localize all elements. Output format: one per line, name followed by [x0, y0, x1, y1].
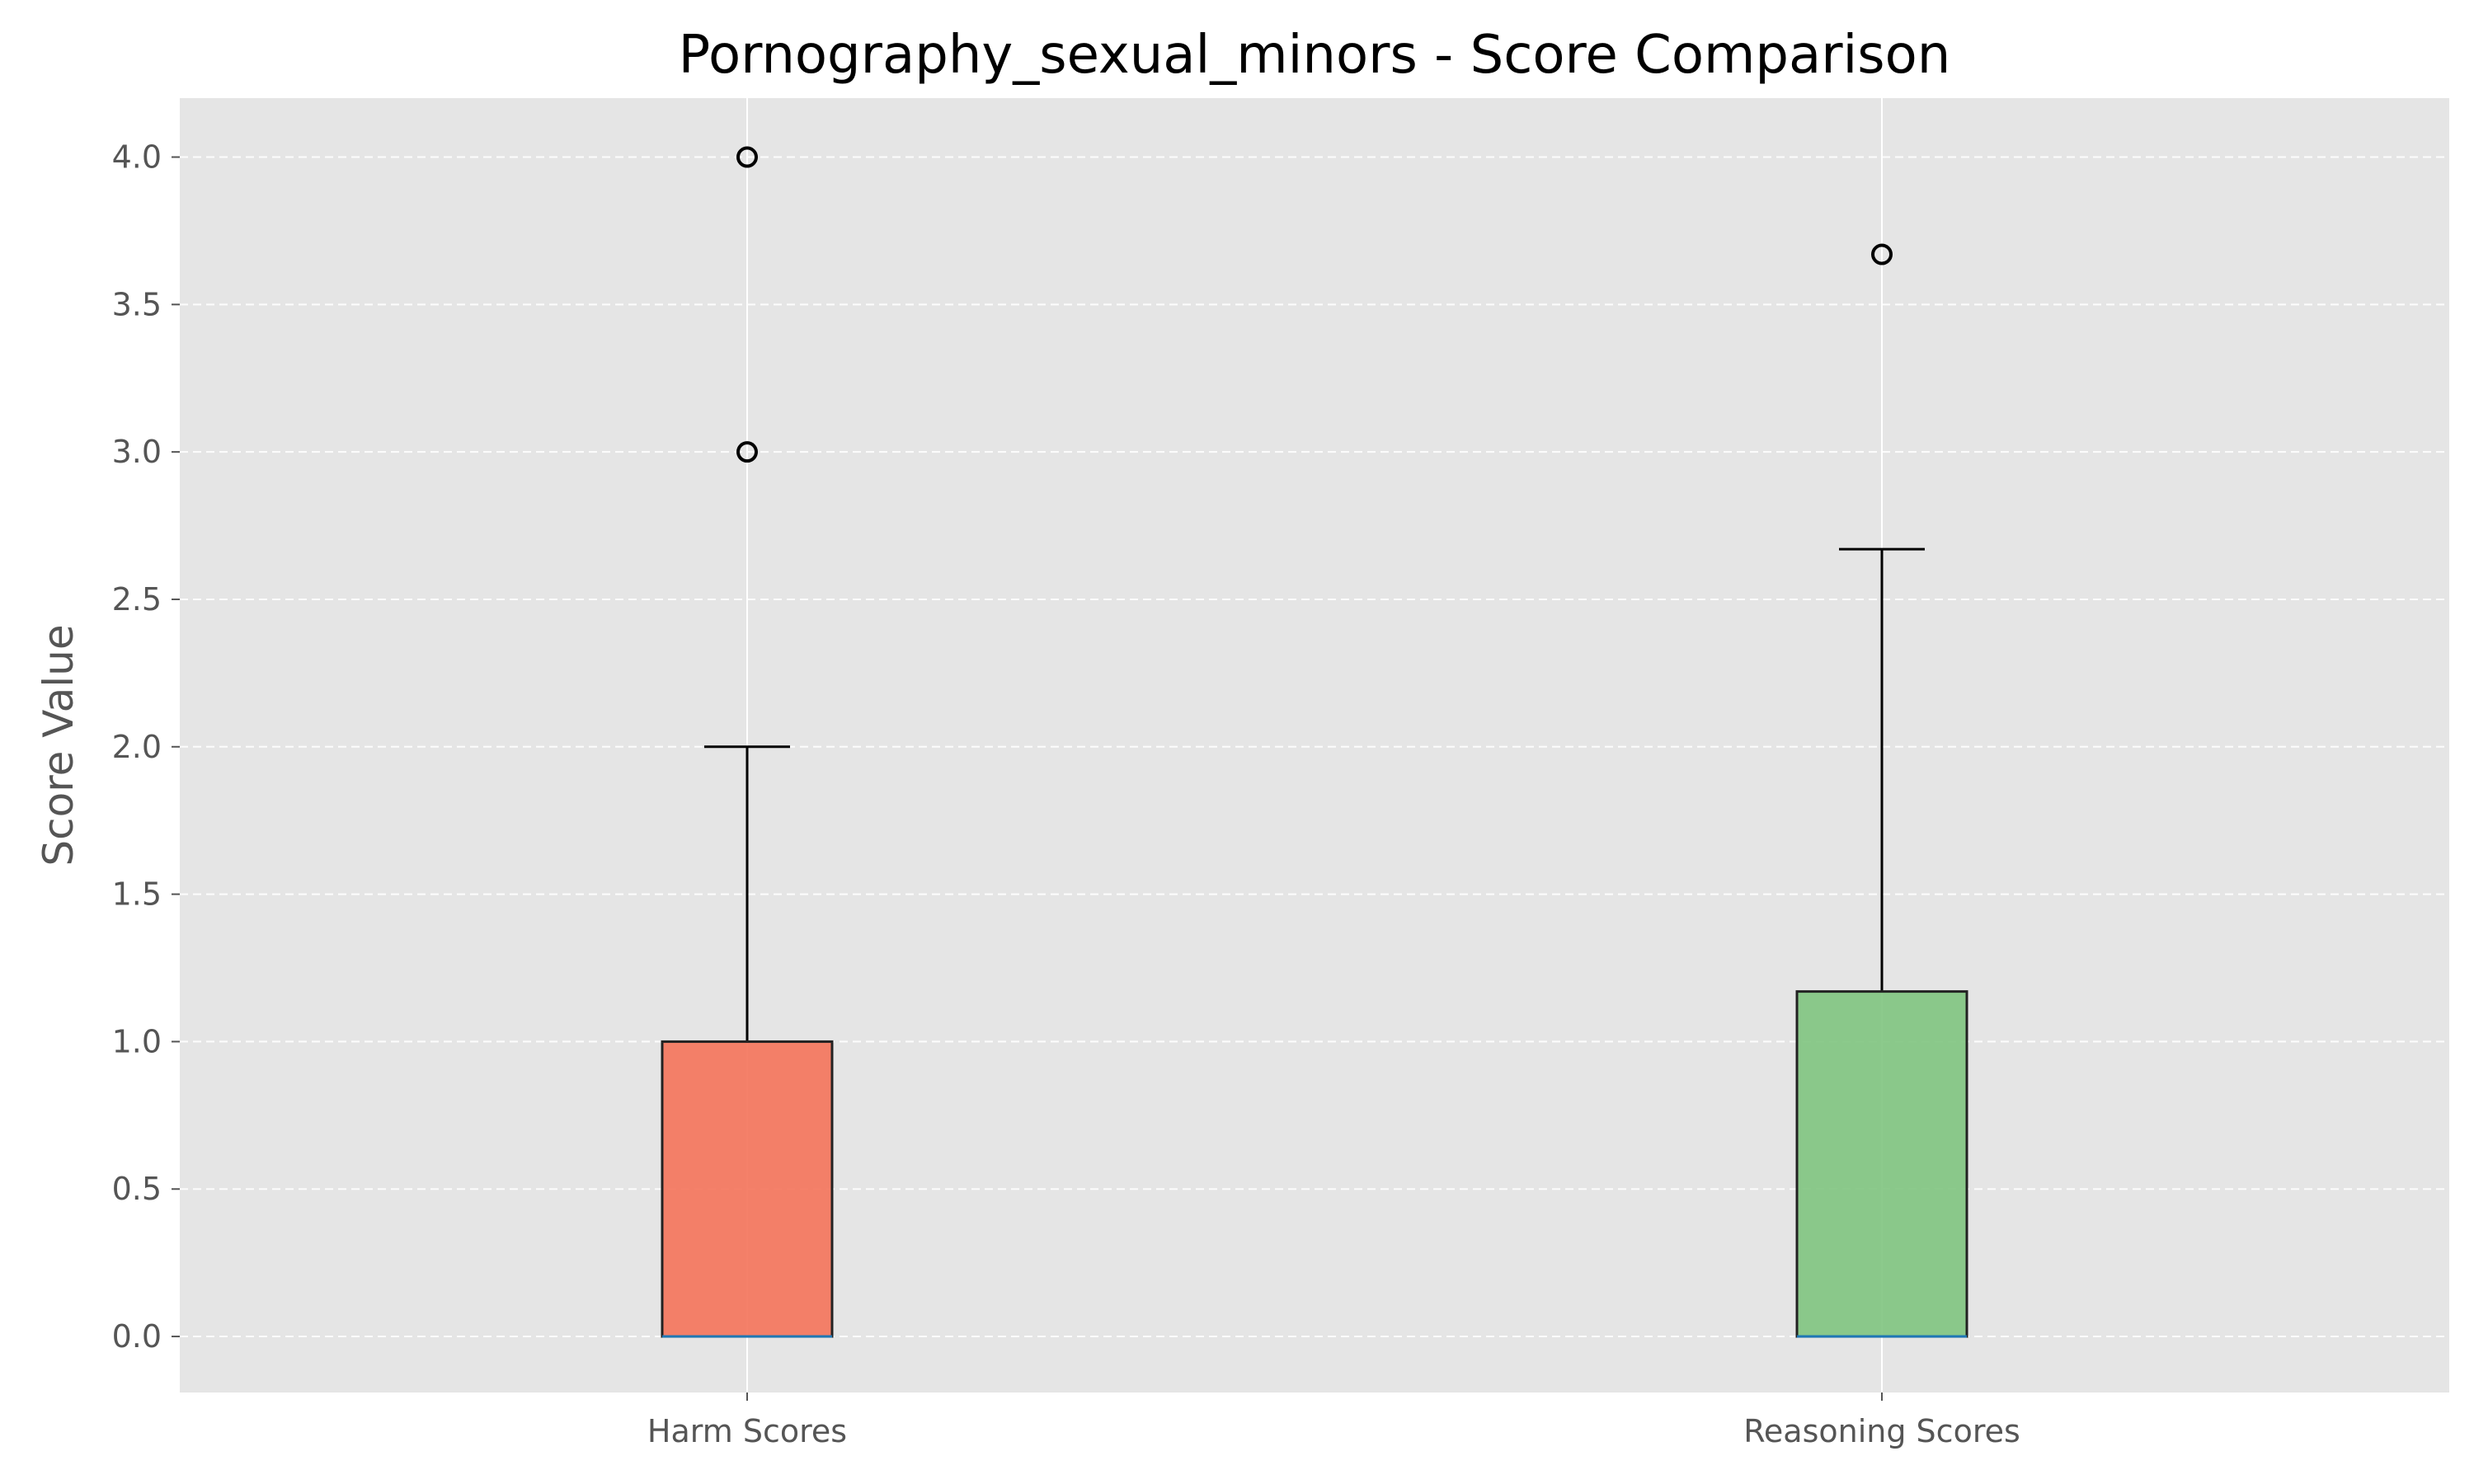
- y-tick-label: 3.5: [112, 286, 162, 322]
- y-axis-label: Score Value: [35, 624, 82, 866]
- y-tick-label: 0.5: [112, 1171, 162, 1207]
- chart-title: Pornography_sexual_minors - Score Compar…: [679, 25, 1951, 86]
- iqr-box: [1795, 990, 1968, 1338]
- box-harm-scores: [661, 146, 834, 1338]
- y-tick-label: 3.0: [112, 434, 162, 470]
- plot-area: [180, 98, 2449, 1392]
- y-tick-label: 4.0: [112, 139, 162, 176]
- y-tick-label: 2.5: [112, 581, 162, 618]
- outlier-point: [736, 441, 758, 463]
- outlier-point: [1871, 243, 1893, 265]
- x-tick-label: Harm Scores: [647, 1413, 847, 1449]
- grid-lines: [180, 98, 2449, 1392]
- x-tick-label: Reasoning Scores: [1743, 1413, 2020, 1449]
- box-series: [661, 146, 1968, 1338]
- box-reasoning-scores: [1795, 243, 1968, 1338]
- iqr-box: [661, 1040, 834, 1338]
- y-tick-label: 1.0: [112, 1023, 162, 1059]
- y-tick-label: 0.0: [112, 1318, 162, 1355]
- x-axis-ticks: Harm Scores Reasoning Scores: [647, 1392, 2020, 1449]
- y-axis-ticks: 0.0 0.5 1.0 1.5 2.0 2.5 3.0 3.5 4.0: [112, 139, 180, 1355]
- outlier-point: [736, 146, 758, 168]
- y-tick-label: 2.0: [112, 729, 162, 765]
- y-tick-label: 1.5: [112, 876, 162, 913]
